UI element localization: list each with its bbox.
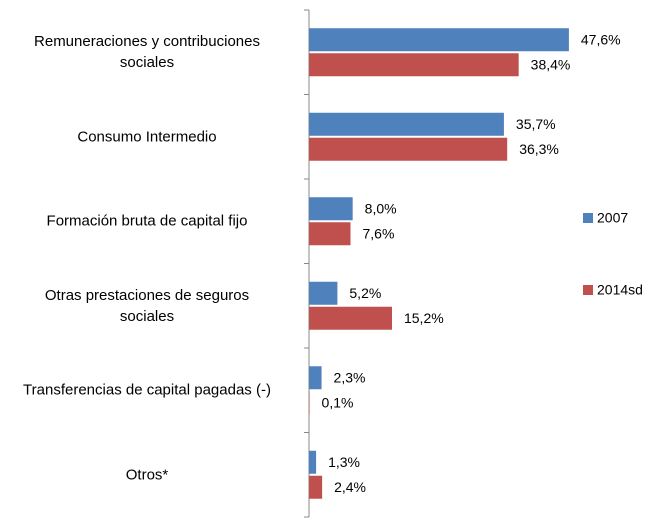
value-label: 2,3% <box>334 369 366 385</box>
value-label: 2,4% <box>334 479 366 495</box>
category-label: Otras prestaciones de seguros sociales <box>44 286 250 325</box>
value-label: 36,3% <box>519 141 559 157</box>
value-label: 0,1% <box>322 394 354 410</box>
value-label: 1,3% <box>328 454 360 470</box>
category-label: Otros* <box>125 466 169 484</box>
bar <box>309 450 317 474</box>
value-label: 8,0% <box>365 200 397 216</box>
value-label: 47,6% <box>581 31 621 47</box>
value-label: 38,4% <box>531 56 571 72</box>
bar <box>309 475 323 499</box>
value-label: 7,6% <box>362 225 394 241</box>
legend-swatch <box>583 213 593 223</box>
legend-label: 2007 <box>597 210 628 226</box>
bar <box>309 391 310 415</box>
value-label: 15,2% <box>404 310 444 326</box>
legend-label: 2014sd <box>597 282 643 298</box>
category-label: Consumo Intermedio <box>77 128 217 146</box>
value-label: 35,7% <box>516 116 556 132</box>
bar <box>309 222 351 246</box>
bar <box>309 112 504 136</box>
bar <box>309 306 392 330</box>
bar <box>309 53 519 77</box>
category-label: Formación bruta de capital fijo <box>46 212 248 230</box>
bar <box>309 366 322 390</box>
category-label: Transferencias de capital pagadas (-) <box>23 381 271 399</box>
category-label: Remuneraciones y contribuciones sociales <box>34 33 260 72</box>
legend-swatch <box>583 285 593 295</box>
bar <box>309 28 569 52</box>
value-label: 5,2% <box>349 285 381 301</box>
bar <box>309 197 353 221</box>
bar <box>309 281 338 305</box>
bar <box>309 137 508 161</box>
